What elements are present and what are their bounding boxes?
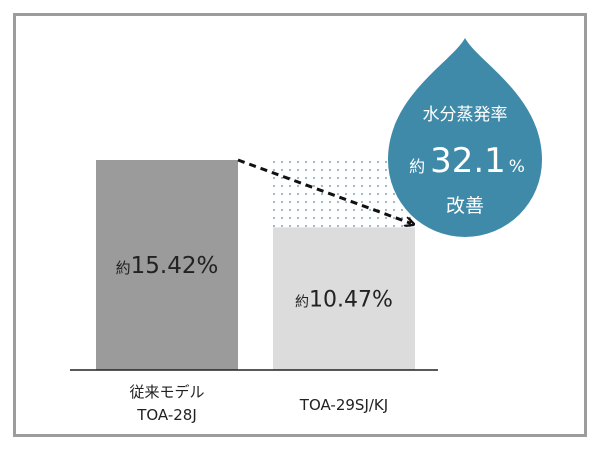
reduction-arrow [237,158,411,223]
value-label-prefix: 約 [295,295,309,311]
value-label-number: 15.42% [131,253,219,279]
callout-prefix: 約 [409,157,425,176]
category-label-line: 従来モデル [129,383,204,401]
value-label-prefix: 約 [116,259,131,277]
value-label-number: 10.47% [309,288,393,313]
water-drop-shape [388,38,542,237]
value-label-toa-28j: 約15.42% [116,253,219,279]
callout-number: 32.1 [430,141,506,181]
category-label-line: TOA-28J [136,406,197,424]
bar-toa-28j [96,160,238,370]
improvement-callout-drop: 水分蒸発率 約 32.1% 改善 [388,38,542,237]
callout-title: 水分蒸発率 [423,105,508,125]
value-label-toa-29sj-kj: 約10.47% [295,288,393,313]
category-label-line: TOA-29SJ/KJ [299,396,388,414]
bar-toa-29sj-kj [273,227,415,370]
bars [70,158,438,371]
callout-suffix: % [509,157,525,177]
callout-value: 約 32.1% [409,141,525,181]
callout-bottom-text: 改善 [446,195,484,217]
